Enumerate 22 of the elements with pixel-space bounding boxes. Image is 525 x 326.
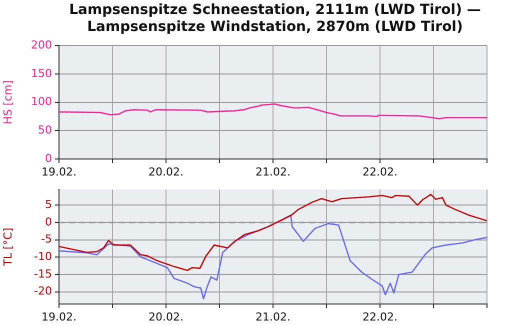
x-tick-label: 22.02. — [362, 165, 398, 178]
y-tick-label: 0 — [45, 152, 52, 165]
chart-title: Lampsenspitze Schneestation, 2111m (LWD Tirol) — Lampsenspitze Windstation, 2870m (LWD Tirol) — [68, 2, 482, 36]
y-tick-label: -10 — [34, 250, 52, 264]
x-tick-label: 20.02. — [148, 310, 184, 324]
y-tick-label: 200 — [31, 38, 52, 52]
x-tick-label: 22.02. — [362, 310, 398, 324]
y-tick-label: 150 — [31, 66, 52, 80]
y-tick-label: -15 — [34, 267, 52, 280]
x-tick-label: 20.02. — [148, 165, 184, 178]
y-tick-label: -20 — [34, 284, 52, 298]
y-tick-label: 0 — [45, 215, 52, 228]
y-tick-label: 5 — [45, 198, 52, 212]
y-axis-title: HS [cm] — [1, 80, 14, 124]
x-tick-label: 21.02. — [256, 310, 290, 324]
y-tick-label: -5 — [41, 232, 52, 246]
x-tick-label: 21.02. — [256, 165, 290, 178]
y-axis-title: TL [°C] — [1, 228, 14, 267]
x-tick-label: 19.02. — [42, 310, 76, 324]
y-tick-label: 100 — [31, 95, 52, 108]
x-tick-label: 19.02. — [42, 165, 76, 178]
y-tick-label: 50 — [38, 124, 52, 137]
